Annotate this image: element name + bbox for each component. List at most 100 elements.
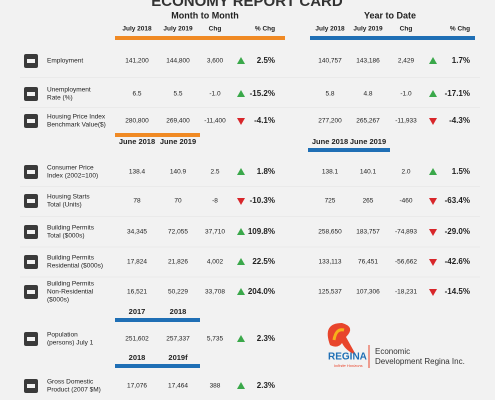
row-value: 16,521 [127, 289, 147, 296]
logo: REGINA Infinite Horizons Economic Develo… [327, 323, 465, 368]
row-label: (persons) July 1 [47, 340, 94, 347]
row-value: 33,708 [205, 289, 225, 296]
row-icon-detail [27, 119, 35, 123]
row-label: Residential ($000s) [47, 263, 103, 270]
row-value: 265 [363, 198, 374, 205]
percent-change: 2.3% [257, 334, 275, 343]
percent-change: -29.0% [445, 227, 470, 236]
subheader: June 2019 [350, 137, 386, 146]
row-value: 183,757 [356, 229, 380, 236]
subheader: June 2018 [119, 137, 155, 146]
blue-bar [308, 148, 390, 152]
row-label: Benchmark Value($) [47, 122, 106, 129]
row-value: 17,464 [168, 383, 188, 390]
section-title: Month to Month [171, 10, 238, 20]
row-value: 5,735 [207, 336, 224, 343]
row-value: 72,055 [168, 229, 188, 236]
arrow-up [429, 90, 437, 97]
row-label: Total (Units) [47, 202, 82, 209]
percent-change: 109.8% [248, 227, 275, 236]
row-value: -11,933 [395, 118, 417, 125]
row-value: 107,306 [356, 289, 380, 296]
arrow-down [237, 198, 245, 205]
row-value: 5.8 [325, 91, 334, 98]
logo-org: Development Regina Inc. [375, 357, 465, 366]
orange-bar [115, 36, 285, 40]
arrow-up [429, 168, 437, 175]
row-value: 257,337 [166, 336, 190, 343]
arrow-down [237, 118, 245, 125]
arrow-up [237, 258, 245, 265]
row-label: Gross Domestic [47, 379, 94, 386]
row-label: Population [47, 332, 78, 339]
row-icon-detail [27, 170, 35, 174]
row-value: 140,757 [318, 58, 342, 65]
row-icon-detail [27, 260, 35, 264]
arrow-up [429, 57, 437, 64]
row-label: Total ($000s) [47, 233, 85, 240]
arrow-up [237, 382, 245, 389]
percent-change: 2.3% [257, 381, 275, 390]
percent-change: 1.8% [257, 167, 275, 176]
arrow-down [429, 259, 437, 266]
row-value: 141,200 [125, 58, 149, 65]
row-value: 4.8 [363, 91, 372, 98]
logo-mark [327, 323, 356, 355]
title: ECONOMY REPORT CARD [151, 0, 343, 10]
arrow-up [237, 57, 245, 64]
percent-change: -17.1% [445, 89, 470, 98]
row-icon-detail [27, 384, 35, 388]
row-value: 140.1 [360, 169, 377, 176]
arrow-up [237, 168, 245, 175]
row-value: 50,229 [168, 289, 188, 296]
percent-change: -14.5% [445, 287, 470, 296]
percent-change: -4.1% [254, 116, 275, 125]
row-label: Building Permits [47, 281, 95, 288]
row-label: Housing Starts [47, 194, 90, 201]
percent-change: 22.5% [252, 257, 275, 266]
row-value: -11,400 [204, 118, 226, 125]
row-label: Rate (%) [47, 95, 73, 102]
column-header: % Chg [255, 26, 275, 33]
column-header: July 2018 [122, 26, 152, 33]
row-value: -18,231 [395, 289, 417, 296]
row-value: -56,662 [395, 259, 417, 266]
logo-org: Economic [375, 347, 410, 356]
row-value: -8 [212, 198, 218, 205]
row-value: 70 [174, 198, 182, 205]
row-label: Employment [47, 58, 83, 65]
row-icon-detail [27, 59, 35, 63]
percent-change: -63.4% [445, 196, 470, 205]
row-value: 5.5 [173, 91, 182, 98]
row-label: Unemployment [47, 87, 91, 94]
row-icon-detail [27, 199, 35, 203]
row-label: Non-Residential [47, 289, 94, 296]
subheader: 2019f [168, 353, 188, 362]
row-value: 17,076 [127, 383, 147, 390]
arrow-down [429, 229, 437, 236]
row-value: -74,893 [395, 229, 417, 236]
arrow-up [237, 228, 245, 235]
row-value: 138.1 [322, 169, 339, 176]
row-value: 76,451 [358, 259, 378, 266]
row-value: -1.0 [400, 91, 412, 98]
column-header: Chg [209, 26, 222, 33]
blue-bar [115, 318, 200, 322]
logo-swoosh [332, 328, 345, 341]
arrow-up [237, 90, 245, 97]
row-value: 125,537 [318, 289, 342, 296]
row-label: Product (2007 $M) [47, 387, 101, 394]
percent-change: -42.6% [445, 257, 470, 266]
percent-change: 1.7% [452, 56, 470, 65]
row-value: 251,602 [125, 336, 149, 343]
column-header: July 2019 [163, 26, 193, 33]
row-value: 21,826 [168, 259, 188, 266]
row-value: 269,400 [166, 118, 190, 125]
row-value: 2,429 [398, 58, 415, 65]
row-label: Index (2002=100) [47, 173, 98, 180]
subheader: 2018 [129, 353, 146, 362]
row-label: Building Permits [47, 255, 95, 262]
row-value: 3,600 [207, 58, 224, 65]
